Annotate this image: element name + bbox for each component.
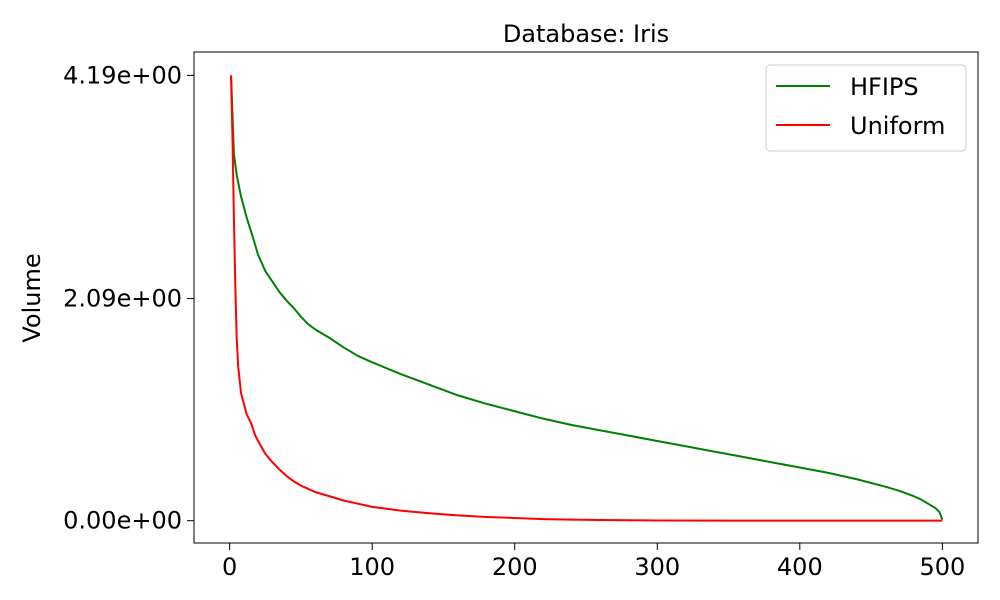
- chart-title: Database: Iris: [503, 20, 669, 48]
- x-tick-label: 300: [634, 553, 680, 581]
- y-tick-label: 2.09e+00: [63, 285, 182, 313]
- x-tick-label: 400: [777, 553, 823, 581]
- series-line-hfips: [230, 75, 944, 520]
- legend-label-hfips: HFIPS: [850, 73, 919, 101]
- legend-label-uniform: Uniform: [850, 112, 945, 140]
- y-axis-label: Volume: [18, 253, 46, 342]
- series-layer: [230, 75, 944, 522]
- y-tick-label: 4.19e+00: [63, 61, 182, 89]
- series-line-uniform: [230, 75, 943, 522]
- x-tick-label: 100: [349, 553, 395, 581]
- x-tick-label: 0: [222, 553, 237, 581]
- legend: HFIPS Uniform: [765, 64, 967, 152]
- y-axis-ticks: 0.00e+00 2.09e+00 4.19e+00: [63, 61, 194, 535]
- x-tick-label: 500: [919, 553, 965, 581]
- x-tick-label: 200: [492, 553, 538, 581]
- y-tick-label: 0.00e+00: [63, 507, 182, 535]
- plot-frame: [193, 51, 979, 544]
- x-axis-ticks: 0 100 200 300 400 500: [222, 543, 965, 581]
